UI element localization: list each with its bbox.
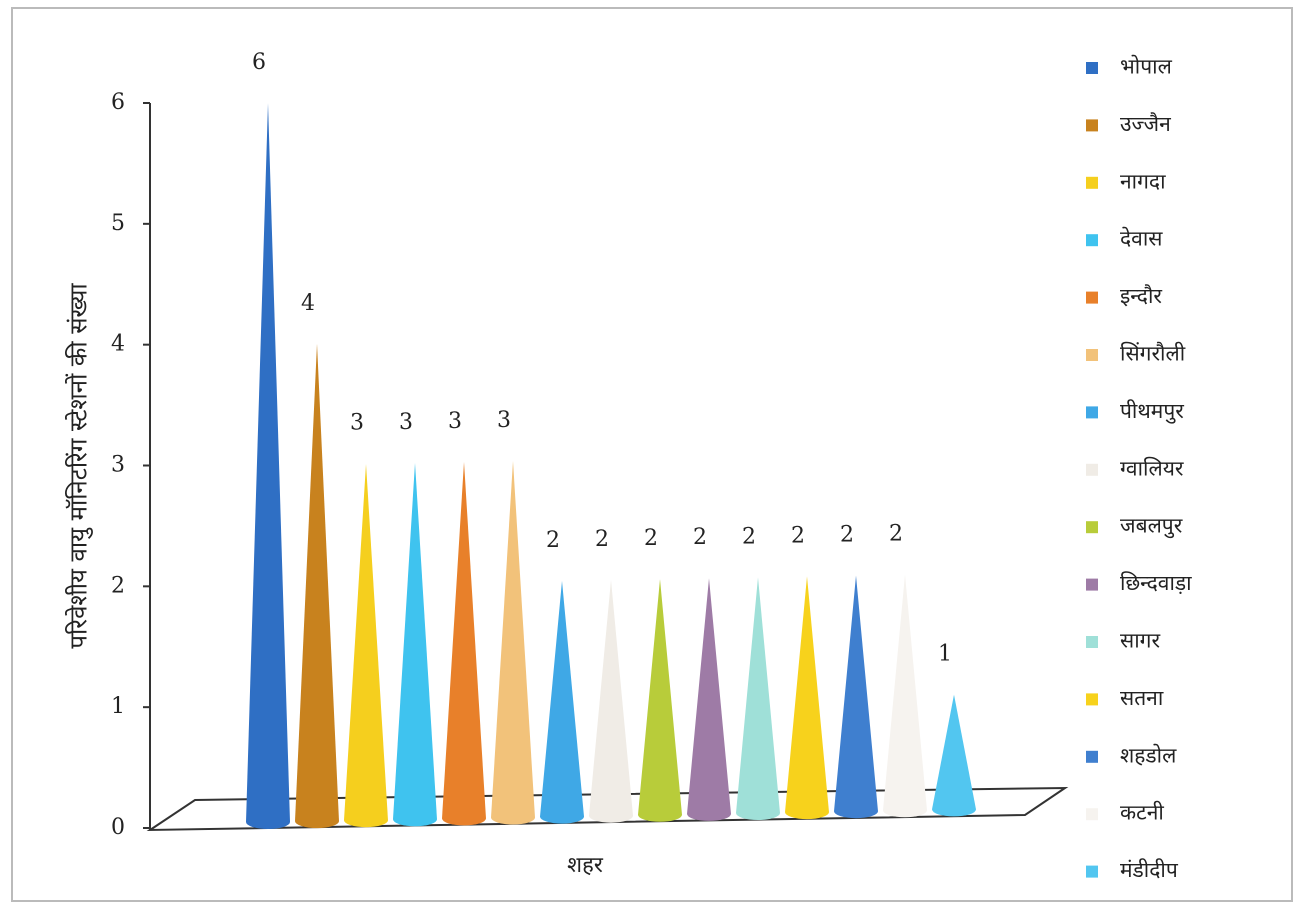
cone (834, 575, 878, 819)
data-label: 2 (644, 526, 658, 551)
y-axis-label: परिवेशीय वायु मॉनिटरिंग स्टेशनों की संख्… (65, 283, 94, 649)
legend-swatch (1086, 463, 1098, 476)
y-tick-label: 5 (111, 211, 125, 236)
legend-label: जबलपुर (1120, 514, 1183, 539)
legend-label: इन्दौर (1120, 284, 1162, 308)
cone (785, 576, 829, 820)
data-label: 2 (889, 522, 903, 547)
data-label: 3 (497, 408, 511, 433)
data-label: 2 (840, 523, 854, 548)
data-label: 2 (595, 527, 609, 552)
legend-label: सागर (1120, 629, 1160, 653)
legend-swatch (1086, 176, 1098, 189)
legend-swatch (1086, 865, 1098, 878)
cone (540, 580, 584, 824)
legend-swatch (1086, 291, 1098, 304)
legend-label: मंडीदीप (1120, 858, 1179, 882)
legend-swatch (1086, 119, 1098, 132)
data-label: 3 (399, 410, 413, 435)
legend-swatch (1086, 693, 1098, 706)
cone (883, 574, 927, 818)
data-label: 2 (791, 523, 805, 548)
data-label: 1 (938, 642, 952, 667)
cone (736, 577, 780, 820)
legend-swatch (1086, 349, 1098, 361)
cone (687, 578, 731, 821)
legend-swatch (1086, 234, 1098, 247)
data-label: 3 (448, 409, 462, 434)
data-label: 3 (350, 411, 364, 436)
data-label: 2 (546, 528, 560, 553)
legend-label: ग्वालियर (1120, 456, 1184, 480)
cone (491, 461, 535, 825)
legend-label: उज्जैन (1120, 112, 1171, 136)
legend-label: शहडोल (1120, 743, 1177, 767)
legend-swatch (1086, 636, 1098, 648)
y-tick-label: 4 (111, 332, 125, 357)
cone (932, 694, 976, 817)
y-tick-label: 6 (111, 90, 125, 115)
data-label: 6 (252, 50, 266, 75)
x-axis-label: शहर (567, 853, 604, 878)
legend-swatch (1086, 406, 1098, 419)
legend-label: देवास (1120, 227, 1163, 251)
legend-label: भोपाल (1120, 55, 1173, 79)
data-label: 2 (693, 525, 707, 550)
cone (344, 463, 388, 828)
legend-label: पीथमपुर (1120, 399, 1184, 424)
legend-label: सिंगरौली (1120, 342, 1186, 366)
cone (638, 579, 682, 822)
legend-swatch (1086, 62, 1098, 74)
cone (393, 462, 437, 827)
legend-label: कटनी (1120, 801, 1164, 825)
legend-label: नागदा (1120, 169, 1166, 193)
legend-label: छिन्दवाड़ा (1120, 571, 1192, 595)
legend-swatch (1086, 521, 1098, 534)
cone (295, 343, 339, 829)
data-label: 2 (742, 524, 756, 549)
legend-swatch (1086, 578, 1098, 591)
legend-label: सतना (1120, 686, 1164, 710)
y-tick-label: 3 (111, 453, 125, 478)
legend-swatch (1086, 750, 1098, 763)
legend-swatch (1086, 808, 1098, 821)
cone (246, 103, 290, 829)
cone (589, 580, 633, 823)
y-tick-label: 0 (111, 815, 125, 840)
y-tick-label: 1 (111, 694, 125, 719)
y-tick-label: 2 (111, 573, 125, 598)
cone (442, 461, 486, 826)
data-label: 4 (301, 291, 315, 316)
